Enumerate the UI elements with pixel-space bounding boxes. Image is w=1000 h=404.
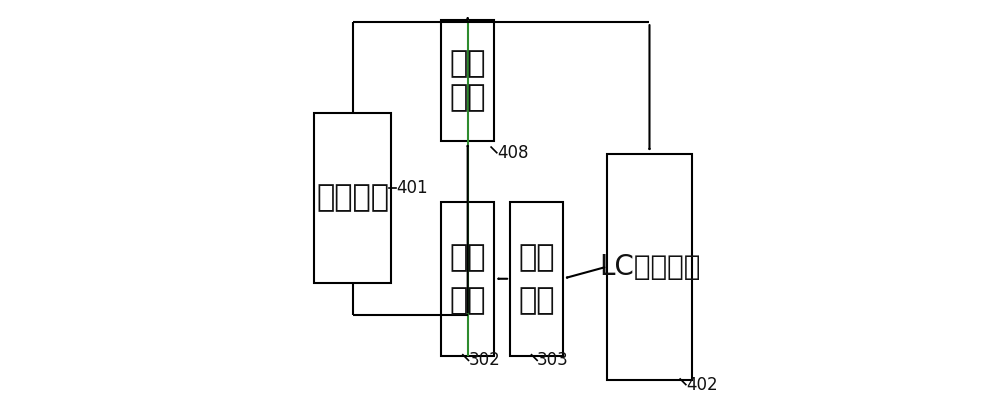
Text: 开关: 开关 [449, 49, 486, 78]
Text: 装置: 装置 [518, 286, 555, 315]
FancyBboxPatch shape [314, 113, 391, 283]
FancyBboxPatch shape [441, 202, 494, 356]
Text: 402: 402 [686, 376, 717, 393]
FancyBboxPatch shape [607, 154, 692, 380]
Text: 检测: 检测 [518, 243, 555, 272]
Text: 401: 401 [396, 179, 427, 197]
Text: 408: 408 [497, 144, 528, 162]
FancyBboxPatch shape [441, 20, 494, 141]
Text: 模块: 模块 [449, 83, 486, 112]
Text: 302: 302 [468, 351, 500, 369]
FancyBboxPatch shape [510, 202, 563, 356]
Text: 控制: 控制 [449, 243, 486, 272]
Text: 直流电源: 直流电源 [316, 183, 389, 213]
Text: 模块: 模块 [449, 286, 486, 315]
Text: 303: 303 [537, 351, 569, 369]
Text: LC谐振网络: LC谐振网络 [599, 252, 700, 281]
